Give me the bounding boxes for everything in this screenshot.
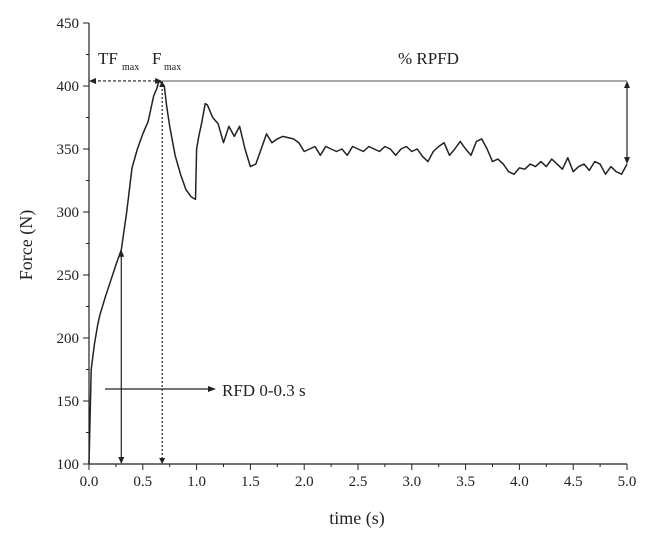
x-tick-label: 0.5 xyxy=(133,474,152,490)
f-max-label: F xyxy=(152,49,161,68)
x-tick-label: 3.5 xyxy=(456,474,475,490)
tf-max-arrowhead-left xyxy=(89,77,96,84)
y-tick-label: 100 xyxy=(57,457,80,473)
x-tick-label: 3.0 xyxy=(402,474,421,490)
f-max-sub-label: max xyxy=(164,62,181,73)
x-tick-label: 2.5 xyxy=(349,474,368,490)
y-tick-label: 250 xyxy=(57,268,80,284)
tf-max-label: TF xyxy=(98,49,118,68)
x-tick-label: 2.0 xyxy=(295,474,314,490)
rpfd-arrowhead-bottom xyxy=(624,157,630,165)
axes: 0.0 0.5 1.0 1.5 2.0 2.5 3.0 3.5 4.0 4.5 5.0 100 150 2… xyxy=(57,16,637,490)
peak-force-arrowhead xyxy=(159,80,166,87)
y-tick-label: 400 xyxy=(57,79,80,95)
y-axis-title: Force (N) xyxy=(16,210,37,280)
annotations: TF max F max % RPFD RFD 0-0.3 s xyxy=(98,49,459,400)
rfd-label: RFD 0-0.3 s xyxy=(222,381,306,400)
tf-max-sub-label: max xyxy=(122,62,139,73)
x-tick-label: 0.0 xyxy=(80,474,99,490)
marker-lines xyxy=(89,77,630,464)
x-tick-label: 1.0 xyxy=(187,474,206,490)
y-tick-label: 300 xyxy=(57,205,80,221)
rfd-label-arrowhead xyxy=(208,386,216,392)
rpfd-label: % RPFD xyxy=(398,49,459,68)
x-tick-label: 1.5 xyxy=(241,474,260,490)
rfd-arrowhead-top xyxy=(118,249,125,257)
force-series-line xyxy=(88,80,628,465)
peak-time-arrowhead xyxy=(159,458,166,464)
series xyxy=(88,80,628,465)
tf-max-arrowhead-right xyxy=(155,77,163,84)
x-axis-title: time (s) xyxy=(329,508,385,529)
y-tick-label: 150 xyxy=(57,394,80,410)
y-tick-label: 450 xyxy=(57,16,80,32)
y-tick-label: 200 xyxy=(57,331,80,347)
x-tick-label: 4.0 xyxy=(510,474,529,490)
x-tick-label: 5.0 xyxy=(618,474,637,490)
x-tick-label: 4.5 xyxy=(564,474,583,490)
rfd-arrowhead-bottom xyxy=(118,457,125,464)
y-tick-label: 350 xyxy=(57,142,80,158)
rpfd-arrowhead-top xyxy=(624,80,630,88)
